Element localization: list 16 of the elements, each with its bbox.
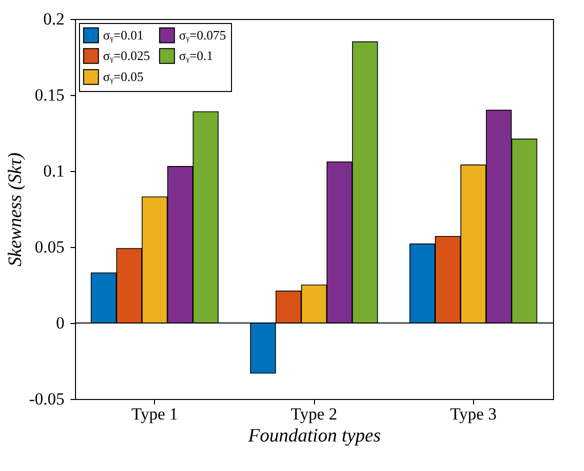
y-tick-label: 0.05 — [34, 238, 64, 256]
x-tick-label: Type 1 — [131, 404, 178, 424]
x-tick-label: Type 3 — [450, 404, 497, 424]
y-tick-label: 0.1 — [43, 162, 64, 180]
legend-label: σᵧ=0.05 — [103, 69, 144, 84]
y-axis-title: Skewness (Skτ) — [5, 152, 26, 266]
legend-label: σᵧ=0.075 — [179, 27, 226, 42]
y-tick-label: -0.05 — [29, 390, 64, 408]
x-axis-title: Foundation types — [247, 426, 381, 446]
legend-label: σᵧ=0.1 — [179, 48, 214, 63]
legend-label: σᵧ=0.01 — [103, 27, 144, 42]
legend-label: σᵧ=0.025 — [103, 48, 150, 63]
y-tick-label: 0 — [56, 314, 64, 332]
y-tick-label: 0.2 — [43, 10, 64, 28]
y-tick-label: 0.15 — [34, 86, 64, 104]
x-tick-label: Type 2 — [290, 404, 338, 424]
